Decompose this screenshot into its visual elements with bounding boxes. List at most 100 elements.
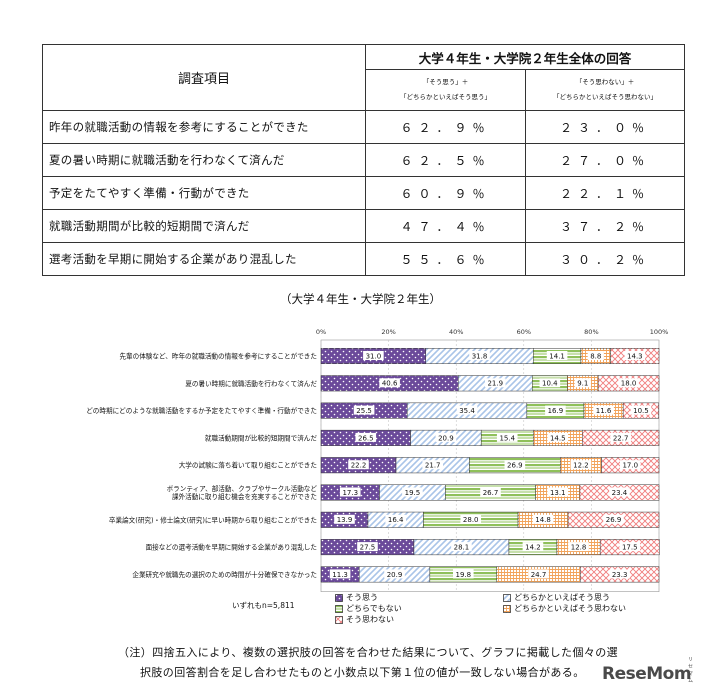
data-label: 12.8 xyxy=(571,544,587,552)
data-label: 9.1 xyxy=(577,380,588,388)
data-label: 28.1 xyxy=(454,544,470,552)
data-label-bg xyxy=(469,351,490,360)
footnote-line-1: （注）四捨五入により、複数の選択肢の回答を合わせた結果について、グラフに掲載した… xyxy=(118,646,619,659)
data-label: 15.4 xyxy=(499,434,515,442)
data-label-bg xyxy=(609,569,630,579)
chart-subtitle: （大学４年生・大学院２年生） xyxy=(280,292,441,306)
category-label: 大学の試験に落ち着いて取り組むことができた xyxy=(179,461,317,470)
data-label-bg xyxy=(456,405,478,415)
data-label-bg xyxy=(522,542,544,552)
data-label: 31.0 xyxy=(366,352,382,360)
data-label: 21.9 xyxy=(487,380,503,388)
data-label-bg xyxy=(329,569,351,579)
data-label: 26.9 xyxy=(507,462,523,470)
data-label-bg xyxy=(547,487,569,497)
data-label: 26.7 xyxy=(483,489,499,497)
legend-item: どちらかといえばそう思わない xyxy=(503,603,626,614)
category-label: ボランティア、部活動、クラブやサークル活動など課外活動に取り組む機会を充実するこ… xyxy=(167,484,318,501)
legend-label: どちらかといえばそう思う xyxy=(514,593,610,602)
data-label-bg xyxy=(624,351,646,360)
category-label: 卒業論文(研究)・修士論文(研究)に早い時期から取り組むことができた xyxy=(109,515,317,524)
table-disagree-cell: ２２．１％ xyxy=(524,176,686,210)
data-label-bg xyxy=(353,405,375,415)
table-item-cell: 夏の暑い時期に就職活動を行わなくて済んだ xyxy=(42,143,366,177)
data-label: 17.5 xyxy=(622,544,638,552)
resemom-logo: ReseMom リセマム xyxy=(602,657,693,684)
x-tick-label: 20% xyxy=(381,328,395,336)
data-label-bg xyxy=(547,432,569,442)
x-tick-label: 40% xyxy=(449,328,463,336)
legend-swatch xyxy=(335,615,343,624)
data-label: 20.9 xyxy=(438,434,454,442)
data-label-bg xyxy=(435,432,457,442)
legend-label: そう思う xyxy=(346,593,378,602)
data-label-bg xyxy=(460,514,482,524)
data-label-bg xyxy=(546,351,568,360)
data-label: 11.3 xyxy=(332,571,348,579)
data-label: 14.3 xyxy=(627,352,643,360)
data-label: 14.5 xyxy=(550,434,566,442)
data-label-bg xyxy=(609,487,630,497)
table-disagree-cell: ３０．２％ xyxy=(524,242,686,276)
chart-legend: そう思う どちらかといえばそう思うどちらでもない どちらかといえばそう思わないそう思… xyxy=(335,592,685,632)
data-label-bg xyxy=(451,542,472,552)
data-label-bg xyxy=(618,378,639,388)
table-agree-cell: ５５．６％ xyxy=(365,242,526,276)
table-agree-cell: ６０．９％ xyxy=(365,176,526,210)
table-row: 夏の暑い時期に就職活動を行わなくて済んだ ６２．５％ ２７．０％ xyxy=(42,143,686,177)
table-agree-cell: ６２．５％ xyxy=(365,143,526,177)
data-label: 16.9 xyxy=(548,407,564,415)
data-label-bg xyxy=(574,378,591,388)
header-disagree: 「そう思わない」＋ 「どちらかといえばそう思わない」 xyxy=(524,69,686,111)
data-label-bg xyxy=(539,378,561,388)
legend-label: そう思わない xyxy=(346,615,394,624)
data-label-bg xyxy=(568,542,589,552)
data-label: 17.3 xyxy=(342,489,358,497)
data-label-bg xyxy=(363,351,384,360)
data-label-bg xyxy=(385,514,406,524)
data-label: 19.5 xyxy=(405,489,421,497)
data-label: 19.8 xyxy=(456,571,472,579)
data-label-bg xyxy=(587,351,604,360)
data-label: 14.1 xyxy=(549,352,565,360)
table-row: 予定をたてやすく準備・行動ができた ６０．９％ ２２．１％ xyxy=(42,176,686,210)
data-label: 26.9 xyxy=(606,516,622,524)
data-label: 16.4 xyxy=(388,516,404,524)
data-label: 13.1 xyxy=(550,489,566,497)
data-label: 26.5 xyxy=(358,434,374,442)
data-label: 31.8 xyxy=(472,352,488,360)
data-label-bg xyxy=(630,405,652,415)
footnote-line-2: 択肢の回答割合を足し合わせたものと小数点以下第１位の値が一致しない場合がある。 xyxy=(140,666,585,679)
data-label-bg xyxy=(355,432,377,442)
category-label: どの時期にどのような就職活動をするか予定をたてやすく準備・行動ができた xyxy=(86,406,317,415)
data-label: 10.5 xyxy=(633,407,649,415)
data-label-bg xyxy=(603,514,624,524)
header-group: 大学４年生・大学院２年生全体の回答 xyxy=(364,44,686,70)
header-agree: 「そう思う」＋ 「どちらかといえばそう思う」 xyxy=(365,69,526,111)
data-label-bg xyxy=(545,405,566,415)
data-label: 35.4 xyxy=(459,407,475,415)
legend-label: どちらかといえばそう思わない xyxy=(514,604,626,613)
data-label: 25.5 xyxy=(356,407,372,415)
data-label-bg xyxy=(504,460,526,470)
category-label: 就職活動期間が比較的短期間で済んだ xyxy=(205,433,317,442)
data-label: 12.2 xyxy=(573,462,589,470)
data-label-bg xyxy=(496,432,518,442)
data-label: 13.9 xyxy=(337,516,353,524)
legend-label: どちらでもない xyxy=(346,604,402,613)
data-label: 8.8 xyxy=(590,352,601,360)
data-label-bg xyxy=(610,432,631,442)
data-label-bg xyxy=(484,378,506,388)
data-label-bg xyxy=(357,542,378,552)
data-label: 10.4 xyxy=(542,380,558,388)
data-label-bg xyxy=(402,487,423,497)
x-tick-label: 100% xyxy=(650,328,669,336)
data-label: 14.2 xyxy=(525,544,541,552)
table-row: 昨年の就職活動の情報を参考にすることができた ６２．９％ ２３．０％ xyxy=(42,110,686,144)
data-label-bg xyxy=(334,514,355,524)
data-label: 17.0 xyxy=(622,462,638,470)
data-label: 27.5 xyxy=(360,544,376,552)
footnote: （注）四捨五入により、複数の選択肢の回答を合わせた結果について、グラフに掲載した… xyxy=(118,643,708,683)
category-label: 先輩の体験など、昨年の就職活動の情報を参考にすることができた xyxy=(119,352,317,361)
table-item-cell: 昨年の就職活動の情報を参考にすることができた xyxy=(42,110,366,144)
